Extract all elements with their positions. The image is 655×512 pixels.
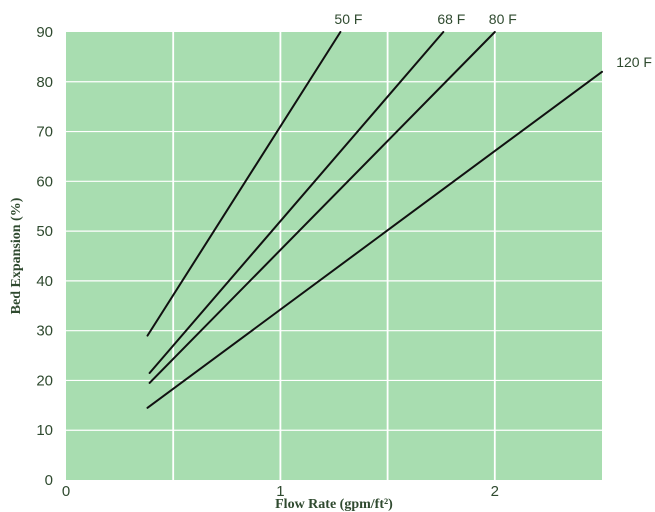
y-tick-label: 70 bbox=[36, 124, 53, 141]
y-tick-label: 10 bbox=[36, 422, 53, 439]
series-label: 80 F bbox=[489, 11, 517, 27]
series-label: 68 F bbox=[437, 11, 465, 27]
x-axis-title: Flow Rate (gpm/ft²) bbox=[275, 497, 393, 512]
y-tick-label: 20 bbox=[36, 372, 53, 389]
series-label: 50 F bbox=[334, 11, 362, 27]
y-tick-label: 30 bbox=[36, 323, 53, 340]
x-tick-label: 0 bbox=[62, 483, 70, 500]
y-tick-label: 80 bbox=[36, 74, 53, 91]
series-line bbox=[148, 31, 445, 374]
series-line bbox=[146, 70, 603, 409]
y-tick-label: 90 bbox=[36, 24, 53, 41]
series-labels: 50 F 68 F 80 F 120 F bbox=[334, 11, 652, 70]
y-axis-title: Bed Expansion (%) bbox=[9, 197, 24, 314]
y-tick-label: 50 bbox=[36, 223, 53, 240]
y-tick-label: 60 bbox=[36, 173, 53, 190]
x-tick-label: 2 bbox=[491, 483, 499, 500]
grid bbox=[66, 32, 602, 480]
series-lines bbox=[146, 31, 603, 409]
x-tick-label: 1 bbox=[276, 483, 284, 500]
y-tick-label: 40 bbox=[36, 273, 53, 290]
axis-tick-labels: 0 10 20 30 40 50 60 70 80 90 0 1 2 bbox=[36, 24, 499, 500]
series-line bbox=[146, 31, 342, 337]
series-label: 120 F bbox=[616, 54, 652, 70]
series-line bbox=[148, 31, 496, 384]
y-tick-label: 0 bbox=[45, 472, 53, 489]
plot-background bbox=[66, 32, 602, 480]
